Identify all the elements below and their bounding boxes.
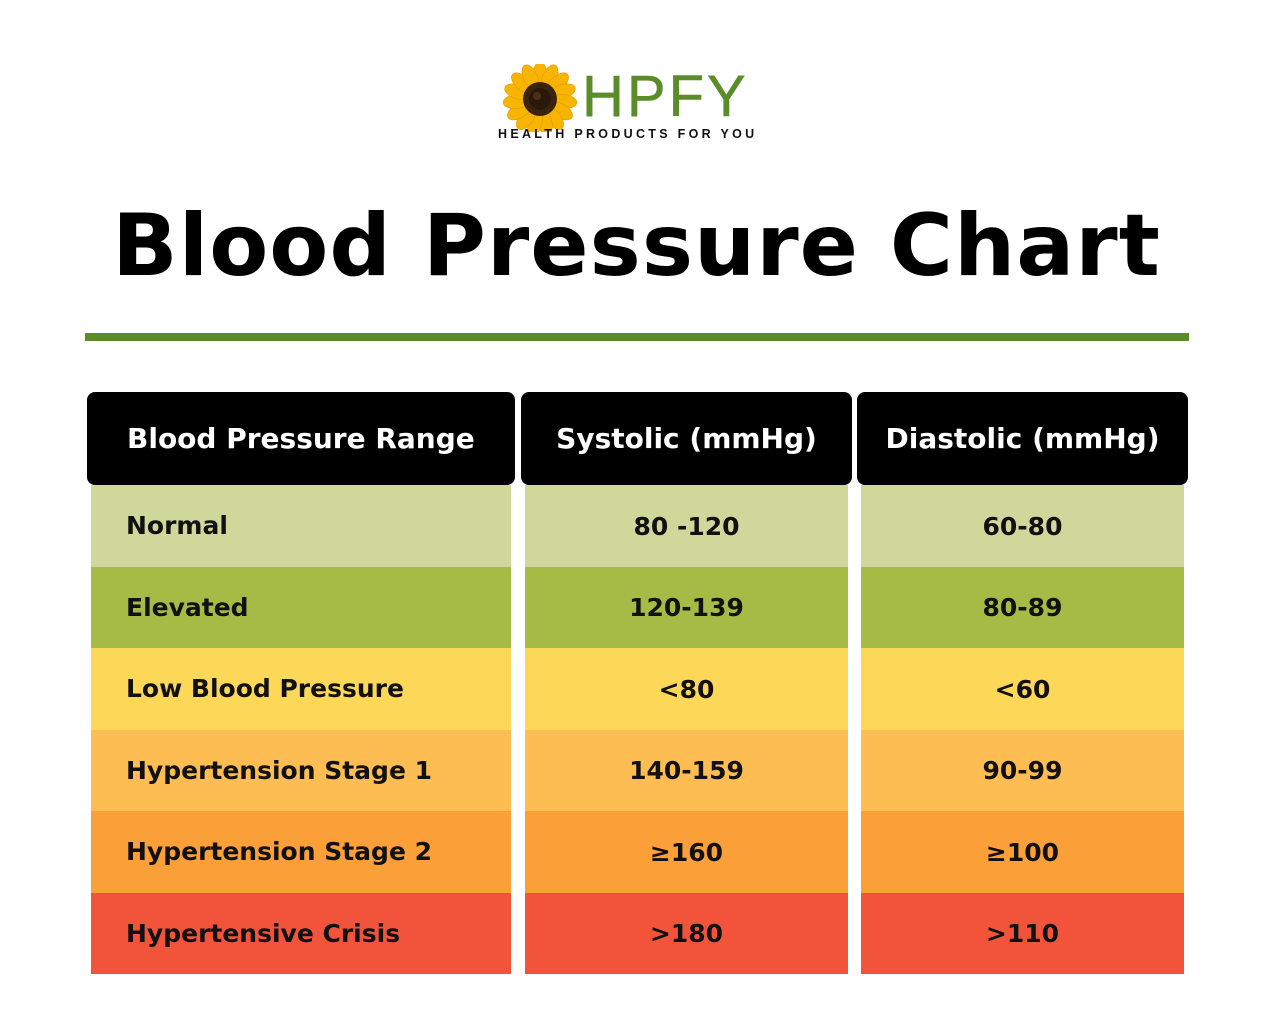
cell-diastolic: ≥100 <box>861 811 1184 893</box>
cell-diastolic: 90-99 <box>861 730 1184 811</box>
column-header-range: Blood Pressure Range <box>87 392 515 485</box>
column-header-diastolic: Diastolic (mmHg) <box>857 392 1188 485</box>
cell-systolic: ≥160 <box>525 811 848 893</box>
brand-name: HPFY <box>582 64 749 129</box>
cell-diastolic: <60 <box>861 648 1184 730</box>
cell-range: Low Blood Pressure <box>91 648 511 730</box>
cell-diastolic: 60-80 <box>861 485 1184 567</box>
sunflower-icon <box>502 64 578 132</box>
brand-tagline: HEALTH PRODUCTS FOR YOU <box>498 127 758 141</box>
cell-diastolic: >110 <box>861 893 1184 974</box>
cell-systolic: <80 <box>525 648 848 730</box>
hpfy-logo: HPFY HEALTH PRODUCTS FOR YOU <box>494 64 784 144</box>
page-title: Blood Pressure Chart <box>112 196 1161 296</box>
cell-systolic: 140-159 <box>525 730 848 811</box>
cell-systolic: >180 <box>525 893 848 974</box>
cell-range: Hypertensive Crisis <box>91 893 511 974</box>
cell-systolic: 80 -120 <box>525 485 848 567</box>
cell-range: Elevated <box>91 567 511 648</box>
cell-systolic: 120-139 <box>525 567 848 648</box>
cell-range: Normal <box>91 485 511 567</box>
cell-diastolic: 80-89 <box>861 567 1184 648</box>
title-divider <box>85 333 1189 341</box>
column-header-systolic: Systolic (mmHg) <box>521 392 852 485</box>
cell-range: Hypertension Stage 2 <box>91 811 511 893</box>
cell-range: Hypertension Stage 1 <box>91 730 511 811</box>
